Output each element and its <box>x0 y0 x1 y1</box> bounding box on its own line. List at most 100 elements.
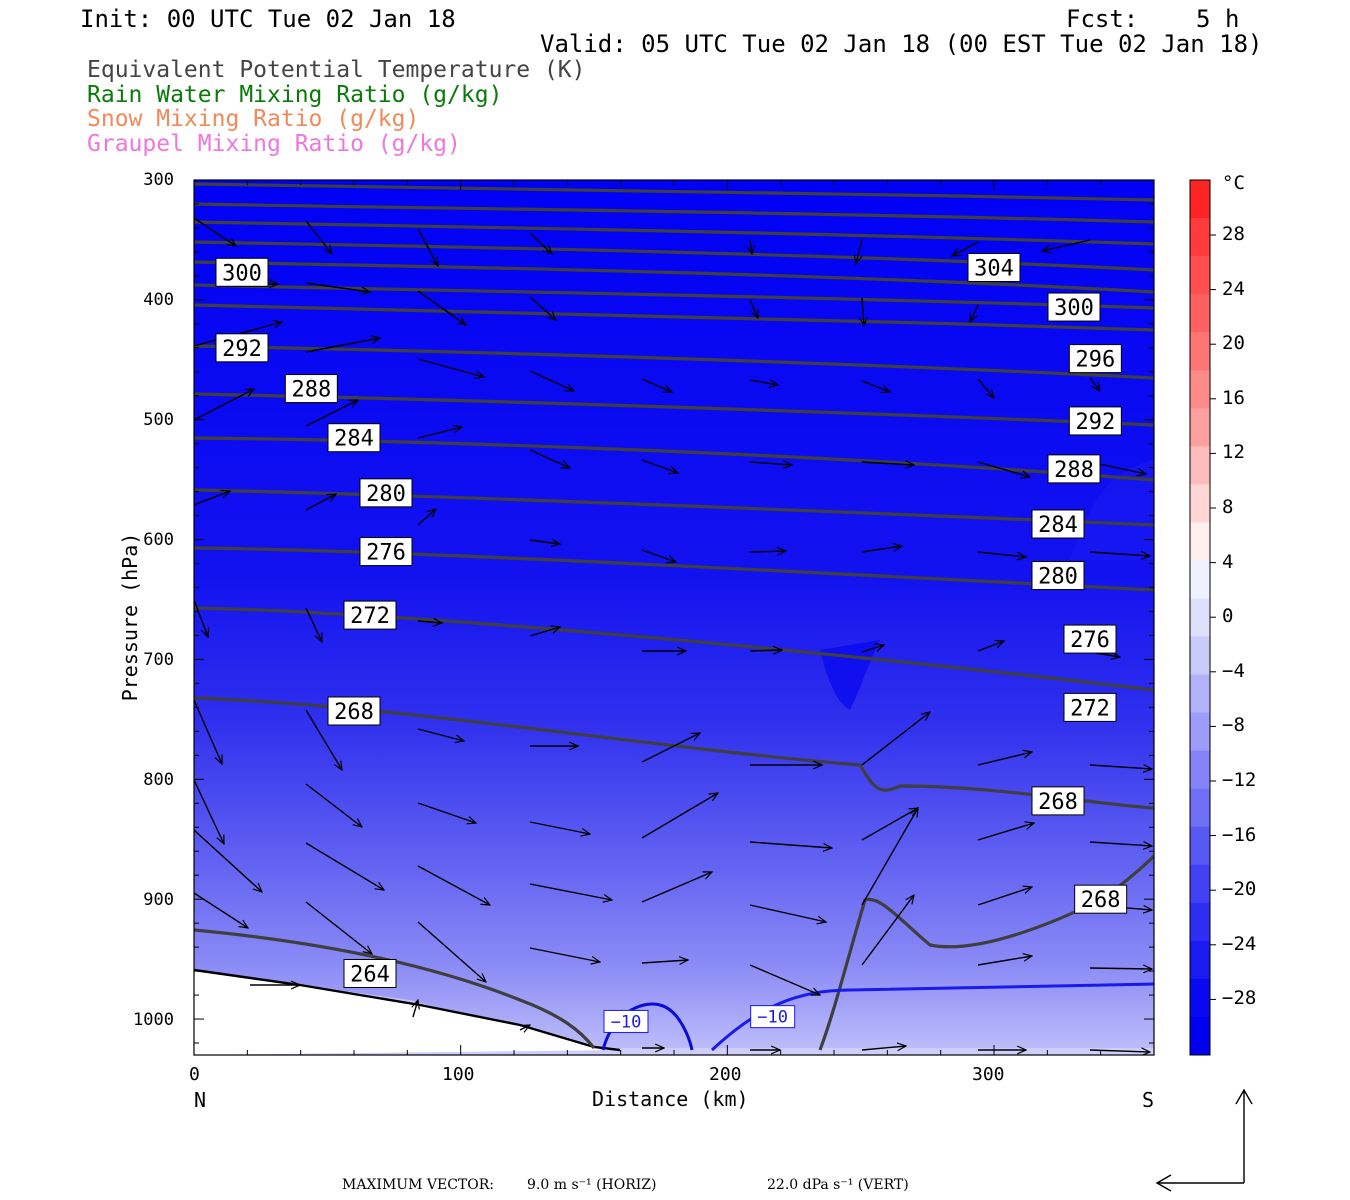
wind-vector <box>861 808 918 841</box>
wind-vector <box>305 901 372 954</box>
theta-e-label: 300 <box>1054 296 1094 321</box>
theta-e-label: 288 <box>1054 458 1094 483</box>
ytick-label-800: 800 <box>143 770 174 790</box>
wind-vector <box>1089 842 1152 846</box>
north-label: N <box>194 1088 207 1112</box>
theta-e-label: 292 <box>222 337 262 362</box>
ytick-label-900: 900 <box>143 890 174 910</box>
wind-vector <box>529 449 570 469</box>
wind-vector <box>417 509 436 526</box>
colorbar-label: −8 <box>1222 714 1245 737</box>
theta-e-label-box <box>359 478 413 508</box>
wind-vector <box>1089 552 1150 556</box>
colorbar-bin <box>1190 940 1210 980</box>
colorbar-label: −16 <box>1222 823 1257 846</box>
colorbar-bin <box>1190 218 1210 257</box>
theta-e-label: 268 <box>334 700 374 725</box>
theta-e-label-box <box>1063 692 1117 722</box>
max-vector-horiz: 9.0 m s⁻¹ (HORIZ) <box>527 1177 657 1193</box>
theta-e-label: 300 <box>222 261 262 286</box>
wind-vector <box>417 865 490 905</box>
theta-e-label-box <box>215 257 269 287</box>
colorbar-bin <box>1190 712 1210 752</box>
theta-e-label: 296 <box>1075 348 1115 373</box>
legend-graupel: Graupel Mixing Ratio (g/kg) <box>87 131 461 157</box>
y-axis-label: Pressure (hPa) <box>118 532 142 702</box>
theta-e-label: 280 <box>366 482 406 507</box>
wind-vector <box>529 883 612 900</box>
theta-e-label: 268 <box>1081 888 1121 913</box>
colorbar-label: 28 <box>1222 223 1245 245</box>
theta-e-label: 288 <box>291 378 331 403</box>
colorbar-bin <box>1190 484 1210 523</box>
temp-contour-label: −10 <box>757 1008 788 1028</box>
wind-vector <box>305 338 380 353</box>
colorbar-label: 16 <box>1222 386 1245 409</box>
xtick-label-200: 200 <box>709 1064 742 1085</box>
wind-vector <box>641 872 712 903</box>
wind-vector <box>969 304 979 322</box>
theta-e-label-box <box>343 600 397 630</box>
ytick-label-500: 500 <box>143 410 174 430</box>
wind-vector <box>194 599 208 637</box>
colorbar-bin <box>1190 788 1210 828</box>
colorbar-bin <box>1190 902 1210 942</box>
colorbar-unit: °C <box>1222 172 1245 194</box>
wind-vector <box>861 712 930 766</box>
theta-e-label-box <box>1031 561 1085 591</box>
theta-e-label-box <box>284 374 338 404</box>
valid-time: Valid: 05 UTC Tue 02 Jan 18 (00 EST Tue … <box>540 30 1263 58</box>
theta-e-label-box <box>967 253 1021 282</box>
wind-vector <box>194 829 262 892</box>
colorbar-label: 4 <box>1222 550 1234 573</box>
wind-vector <box>749 380 778 385</box>
colorbar-label: 12 <box>1222 441 1245 464</box>
colorbar-bin <box>1190 180 1210 219</box>
wind-vector <box>529 370 574 392</box>
colorbar-bin <box>1190 864 1210 904</box>
colorbar-label: 0 <box>1222 605 1234 628</box>
reference-vector-icon <box>1155 1088 1253 1192</box>
theta-e-label: 276 <box>366 541 406 566</box>
colorbar-bin <box>1190 826 1210 866</box>
wind-vector <box>1089 765 1152 769</box>
wind-vector <box>1089 1050 1150 1052</box>
theta-e-label-box <box>343 958 397 988</box>
wind-vector <box>977 823 1034 841</box>
wind-vector <box>862 297 864 326</box>
colorbar-label: −4 <box>1222 659 1245 682</box>
ytick-label-300: 300 <box>143 170 174 190</box>
colorbar <box>1189 179 1216 1056</box>
south-label: S <box>1142 1088 1155 1112</box>
temp-contour-label: −10 <box>611 1012 642 1032</box>
wind-vector <box>749 551 786 552</box>
wind-vector <box>519 1025 530 1030</box>
wind-vector <box>529 296 556 320</box>
colorbar-bin <box>1190 370 1210 409</box>
colorbar-bin <box>1190 294 1210 333</box>
forecast-hour: Fcst: 5 h <box>1066 5 1240 33</box>
wind-vector <box>641 733 700 763</box>
x-axis-label: Distance (km) <box>592 1087 749 1111</box>
ytick-label-1000: 1000 <box>133 1010 174 1030</box>
colorbar-bin <box>1190 408 1210 447</box>
colorbar-bin <box>1190 446 1210 485</box>
wind-vector <box>977 551 1026 557</box>
legend-theta-e: Equivalent Potential Temperature (K) <box>87 57 586 83</box>
wind-vector <box>417 228 438 266</box>
theta-e-label-box <box>1047 292 1101 322</box>
colorbar-bin <box>1190 256 1210 295</box>
colorbar-label: 8 <box>1222 496 1234 518</box>
wind-vector <box>641 960 688 963</box>
colorbar-bin <box>1190 598 1210 638</box>
ytick-label-700: 700 <box>143 650 174 670</box>
wind-vector <box>861 380 890 392</box>
colorbar-label: 20 <box>1222 332 1245 355</box>
colorbar-bin <box>1190 560 1210 599</box>
theta-e-label: 292 <box>1075 410 1115 435</box>
colorbar-bin <box>1190 636 1210 676</box>
wind-vector <box>861 808 918 906</box>
legend-snow: Snow Mixing Ratio (g/kg) <box>87 106 420 132</box>
temp-contour-label-box <box>750 1005 796 1029</box>
wind-vector <box>305 709 342 770</box>
